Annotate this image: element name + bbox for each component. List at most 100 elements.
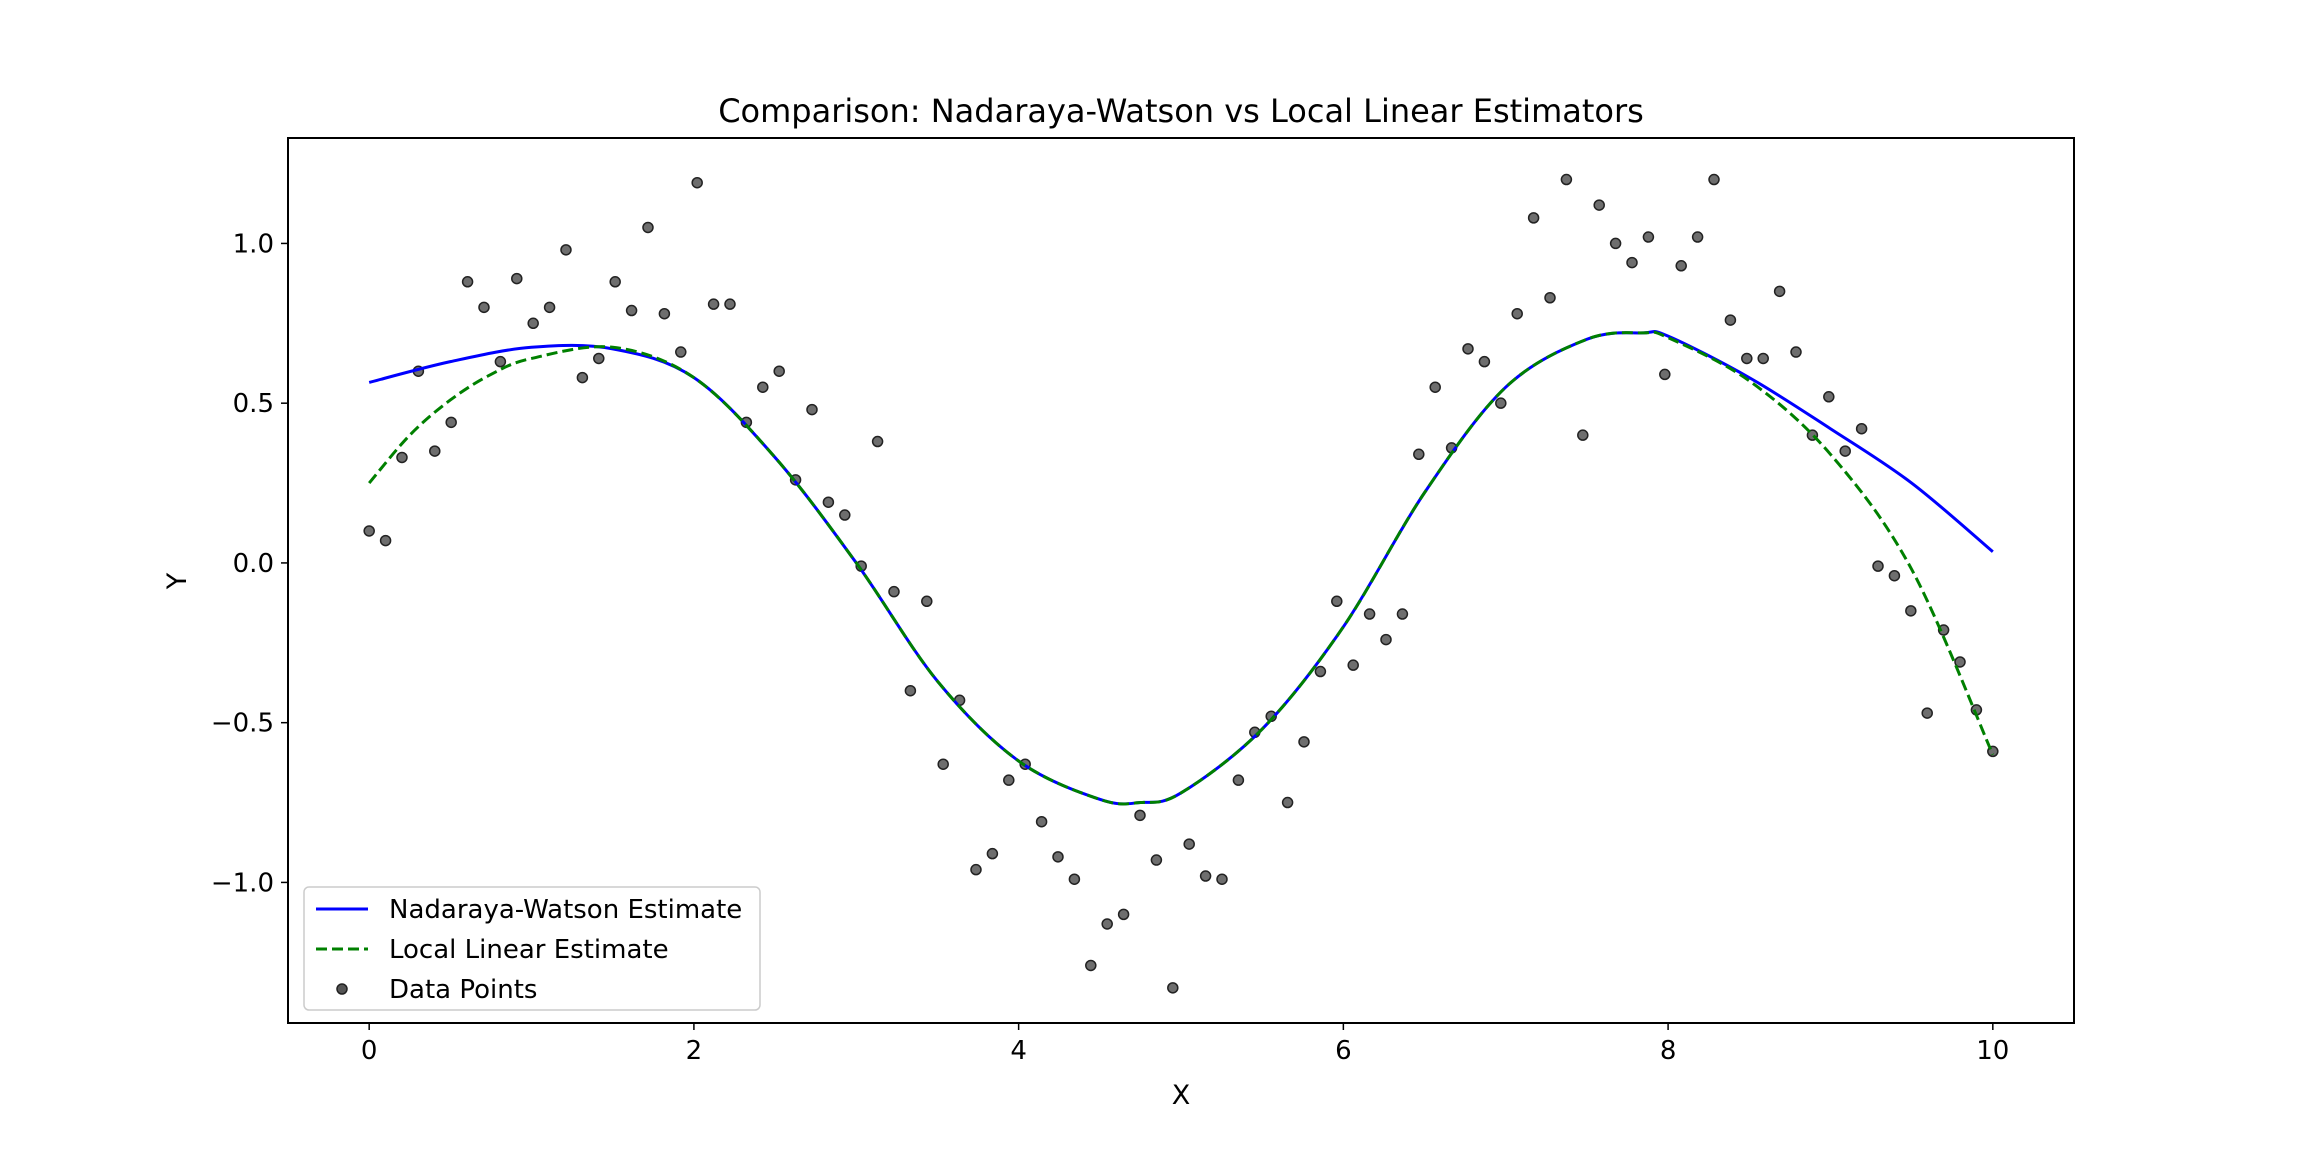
data-point [1150, 854, 1163, 866]
data-point [1773, 285, 1786, 298]
data-point [1872, 560, 1884, 572]
data-point [839, 509, 851, 521]
data-point [642, 221, 654, 234]
x-axis-label: X [1172, 1080, 1191, 1111]
data-point [1691, 231, 1704, 243]
data-point [1708, 173, 1720, 186]
data-point [937, 758, 949, 770]
data-point [822, 496, 835, 508]
data-point [1035, 815, 1048, 828]
legend-label: Data Points [389, 975, 537, 1005]
data-point [691, 176, 703, 189]
data-point [871, 435, 884, 448]
axis-ticks: 0 2 4 6 8 10 −1.0 −0.5 0.0 0.5 1.0 [211, 229, 2010, 1066]
data-point [1577, 429, 1589, 441]
legend-label: Local Linear Estimate [389, 935, 669, 965]
data-point [1298, 736, 1310, 748]
data-point [543, 301, 556, 314]
x-tick-label: 6 [1335, 1036, 1352, 1066]
y-axis-label: Y [162, 572, 193, 590]
x-tick-label: 10 [1976, 1036, 2009, 1066]
data-point [1855, 422, 1868, 435]
data-point [609, 276, 621, 288]
data-point [1921, 707, 1933, 719]
data-point [1199, 870, 1212, 882]
y-tick-label: −0.5 [211, 709, 274, 739]
data-point [1741, 352, 1753, 365]
data-point [593, 352, 605, 365]
data-point [888, 585, 900, 598]
data-point [707, 298, 720, 310]
data-point [1216, 873, 1228, 885]
data-point [1790, 346, 1802, 358]
data-point [1724, 314, 1737, 326]
data-point [1659, 368, 1671, 381]
data-point [1068, 873, 1081, 885]
axes-frame [287, 137, 2075, 1024]
local-linear-line [368, 330, 1995, 806]
data-point [986, 847, 999, 860]
legend-swatch [336, 983, 348, 995]
data-point [904, 684, 917, 697]
data-point [1281, 796, 1294, 809]
data-point [1232, 774, 1245, 786]
legend: Nadaraya-Watson Estimate Local Linear Est… [303, 886, 761, 1011]
data-point [1413, 448, 1425, 461]
data-point [1396, 608, 1409, 620]
data-point [757, 381, 769, 393]
data-point [1757, 352, 1769, 365]
x-tick-label: 4 [1010, 1036, 1027, 1066]
y-tick-label: −1.0 [211, 868, 274, 898]
data-point [396, 451, 408, 464]
x-tick-label: 8 [1660, 1036, 1677, 1066]
data-point [1462, 343, 1474, 355]
data-point [527, 317, 539, 330]
data-point [1527, 212, 1540, 224]
data-point [625, 304, 638, 317]
data-point [1101, 918, 1113, 930]
data-point [445, 416, 457, 429]
y-tick-label: 1.0 [233, 229, 274, 259]
data-point [1495, 397, 1507, 409]
data-point [461, 276, 474, 288]
data-point [1314, 665, 1327, 678]
data-point [1134, 809, 1146, 822]
nadaraya-watson-line [368, 330, 1994, 806]
data-point [1560, 173, 1573, 186]
data-point [773, 365, 785, 377]
data-point [1888, 569, 1901, 582]
data-point [1839, 445, 1851, 457]
y-tick-label: 0.5 [233, 389, 274, 419]
data-point [363, 525, 375, 537]
data-point [1478, 355, 1491, 368]
data-point [724, 298, 736, 310]
data-point [1347, 659, 1359, 671]
chart-title: Comparison: Nadaraya-Watson vs Local Lin… [718, 92, 1644, 130]
data-point [1183, 838, 1195, 850]
data-point [576, 371, 589, 384]
data-point [494, 355, 507, 368]
y-tick-label: 0.0 [233, 549, 274, 579]
data-point [1429, 381, 1441, 393]
data-point [806, 403, 818, 416]
legend-label: Nadaraya-Watson Estimate [389, 895, 742, 925]
data-point [1642, 231, 1655, 243]
plot-area [363, 173, 1999, 994]
data-point [658, 307, 671, 320]
data-point [379, 534, 392, 547]
data-point [970, 863, 982, 876]
x-tick-label: 0 [361, 1036, 378, 1066]
data-point [478, 301, 490, 314]
data-point [1003, 774, 1015, 786]
data-point [1331, 595, 1343, 608]
data-point [1675, 260, 1687, 272]
legend-box [303, 886, 761, 1011]
data-point [1937, 624, 1950, 636]
data-point [1117, 908, 1130, 921]
x-tick-label: 2 [686, 1036, 703, 1066]
data-point [560, 244, 572, 256]
data-point [1823, 391, 1835, 403]
data-point [1052, 851, 1064, 863]
data-point [1593, 199, 1605, 211]
